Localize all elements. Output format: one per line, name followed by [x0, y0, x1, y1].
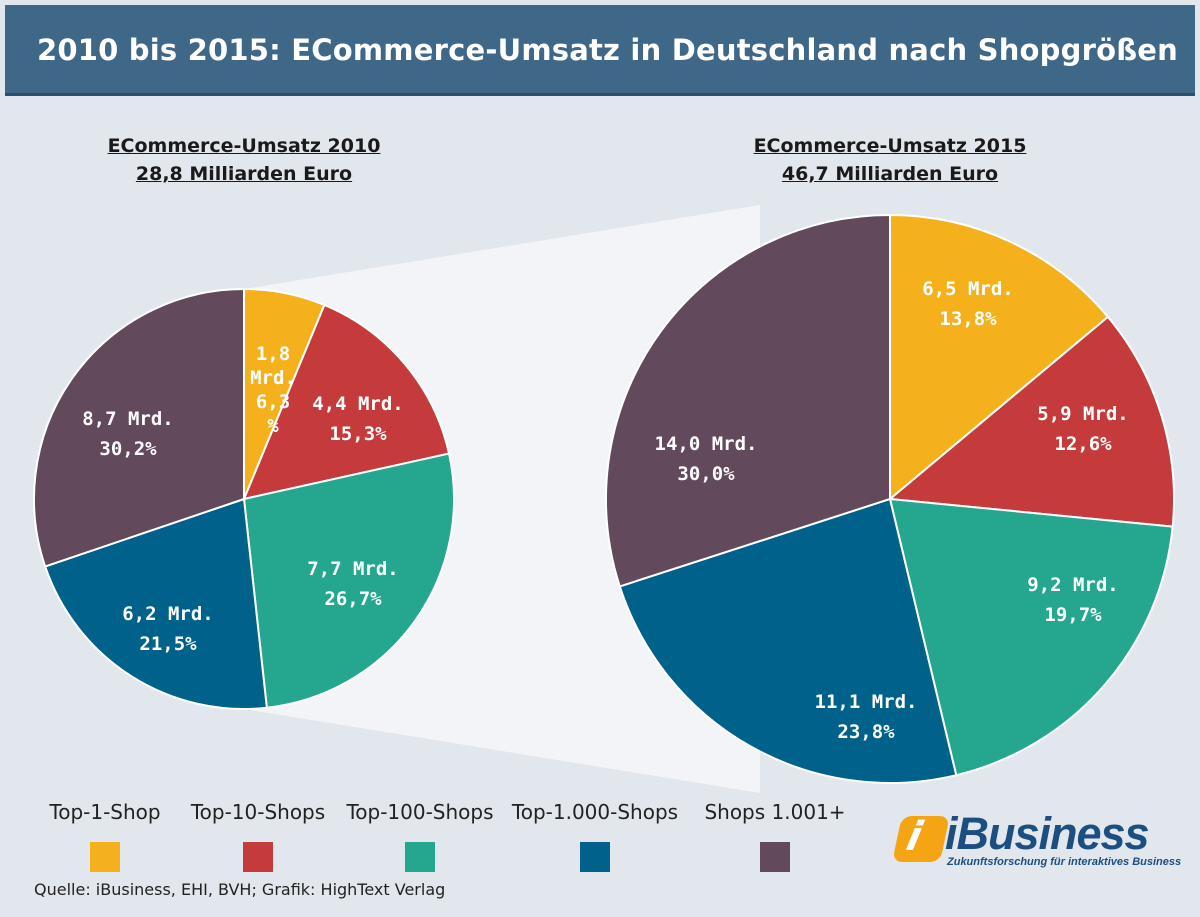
pie-2015-label-rest: 14,0 Mrd. 30,0% [655, 433, 758, 485]
legend-swatch-top100 [405, 842, 435, 872]
pie-2015-heading: ECommerce-Umsatz 2015 46,7 Milliarden Eu… [740, 132, 1040, 188]
pie-2015-slice-top1 [889, 213, 1110, 502]
pie-2015-label-top1000: 11,1 Mrd. 23,8% [815, 691, 918, 743]
legend-swatch-rest [760, 842, 790, 872]
legend-label-rest: Shops 1.001+ [704, 800, 846, 824]
legend-label-top10: Top-10-Shops [190, 800, 326, 824]
pie-2015-label-top100: 9,2 Mrd. 19,7% [1027, 574, 1119, 626]
pie-2015-title: ECommerce-Umsatz 2015 [753, 135, 1027, 157]
pie-2015-label-top1: 6,5 Mrd. 13,8% [922, 278, 1014, 330]
legend-label-top100: Top-100-Shops [346, 800, 494, 824]
logo-tagline: Zukunftsforschung für interaktives Busin… [947, 856, 1182, 868]
pie-2010-heading: ECommerce-Umsatz 2010 28,8 Milliarden Eu… [94, 132, 394, 188]
pie-2010-label-rest: 8,7 Mrd. 30,2% [82, 408, 174, 460]
legend-item-top1000: Top-1.000-Shops [505, 800, 685, 872]
pie-2010-label-top1000: 6,2 Mrd. 21,5% [122, 603, 214, 655]
pie-2010-label-top100: 7,7 Mrd. 26,7% [307, 558, 399, 610]
legend-swatch-top1000 [580, 842, 610, 872]
pie-2010-slice-rest [33, 287, 245, 568]
pie-2010-label-top1: 1,8 Mrd. 6,3% [250, 343, 296, 437]
pie-2015-slice-rest [605, 213, 891, 588]
header-banner: 2010 bis 2015: ECommerce-Umsatz in Deuts… [5, 5, 1195, 96]
legend-label-top1: Top-1-Shop [49, 800, 161, 824]
pie-2010-title: ECommerce-Umsatz 2010 [107, 135, 381, 157]
pie-2010-subtitle: 28,8 Milliarden Euro [135, 163, 353, 185]
legend-item-top100: Top-100-Shops [343, 800, 497, 872]
logo-badge-icon: i [892, 814, 950, 862]
pie-2010-slice-top10 [242, 303, 451, 501]
page-title: 2010 bis 2015: ECommerce-Umsatz in Deuts… [37, 33, 1178, 67]
legend-swatch-top1 [90, 842, 120, 872]
legend-item-rest: Shops 1.001+ [700, 800, 850, 872]
pie-2010-slice-top100 [242, 452, 455, 709]
pie-2010-label-top10: 4,4 Mrd. 15,3% [312, 393, 404, 445]
ibusiness-logo: i iBusiness Zukunftsforschung für intera… [892, 808, 1190, 870]
logo-wordmark: iBusiness [945, 808, 1150, 859]
legend-item-top1: Top-1-Shop [30, 800, 180, 872]
legend-label-top1000: Top-1.000-Shops [511, 800, 679, 824]
pie-2010-slice-top1000 [43, 497, 268, 710]
pie-2015-subtitle: 46,7 Milliarden Euro [781, 163, 999, 185]
pie-2015-slice-top100 [888, 497, 1174, 777]
legend-swatch-top10 [243, 842, 273, 872]
pie-2015-slice-top10 [887, 315, 1175, 528]
pie-2015-label-top10: 5,9 Mrd. 12,6% [1037, 403, 1129, 455]
legend-item-top10: Top-10-Shops [183, 800, 333, 872]
pie-2015-slice-top1000 [618, 497, 958, 784]
source-note: Quelle: iBusiness, EHI, BVH; Grafik: Hig… [34, 880, 446, 899]
